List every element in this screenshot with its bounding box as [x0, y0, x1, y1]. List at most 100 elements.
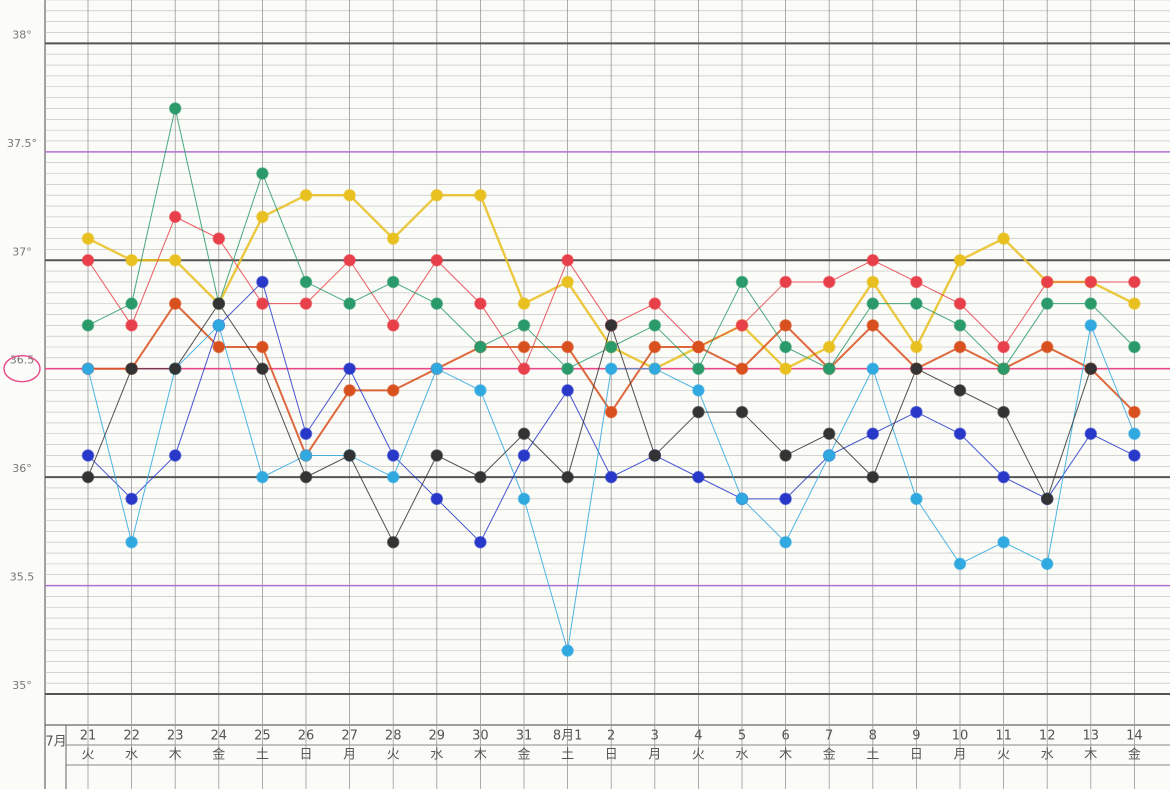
weekday-label: 土	[866, 748, 879, 763]
data-point	[519, 320, 530, 331]
data-point	[475, 342, 486, 353]
data-point	[955, 428, 966, 439]
data-point	[867, 276, 878, 287]
x-tick-label: 24	[211, 729, 228, 744]
x-tick-label: 4	[694, 729, 702, 744]
y-tick-label: 35.5	[10, 571, 35, 584]
data-point	[257, 342, 268, 353]
data-point	[911, 363, 922, 374]
data-point	[388, 276, 399, 287]
data-point	[911, 407, 922, 418]
data-point	[431, 298, 442, 309]
x-tick-label: 28	[385, 729, 402, 744]
data-point	[780, 493, 791, 504]
x-tick-label: 25	[254, 729, 271, 744]
data-point	[388, 385, 399, 396]
data-point	[126, 320, 137, 331]
data-point	[955, 298, 966, 309]
data-point	[1129, 450, 1140, 461]
data-point	[170, 363, 181, 374]
x-tick-label: 5	[738, 729, 746, 744]
data-point	[955, 255, 966, 266]
data-point	[1085, 320, 1096, 331]
data-point	[431, 363, 442, 374]
data-point	[1042, 298, 1053, 309]
weekday-label: 水	[430, 748, 443, 763]
data-point	[257, 298, 268, 309]
data-point	[606, 407, 617, 418]
x-tick-label: 21	[80, 729, 97, 744]
data-point	[693, 363, 704, 374]
data-point	[344, 190, 355, 201]
data-point	[867, 363, 878, 374]
data-point	[126, 493, 137, 504]
data-point	[955, 558, 966, 569]
weekday-label: 日	[910, 748, 923, 763]
data-point	[475, 385, 486, 396]
y-tick-label: 37.5°	[7, 137, 37, 150]
data-point	[257, 472, 268, 483]
data-point	[475, 472, 486, 483]
data-point	[344, 363, 355, 374]
data-point	[257, 168, 268, 179]
data-point	[824, 363, 835, 374]
data-point	[562, 363, 573, 374]
data-point	[824, 342, 835, 353]
x-tick-label: 14	[1126, 729, 1143, 744]
data-point	[606, 342, 617, 353]
weekday-label: 火	[997, 748, 1010, 763]
data-point	[824, 276, 835, 287]
data-point	[955, 342, 966, 353]
x-tick-label: 11	[995, 729, 1012, 744]
x-tick-label: 13	[1083, 729, 1100, 744]
x-tick-label: 31	[516, 729, 533, 744]
data-point	[431, 493, 442, 504]
weekday-label: 火	[692, 748, 705, 763]
data-point	[693, 407, 704, 418]
data-point	[562, 276, 573, 287]
x-tick-label: 3	[651, 729, 659, 744]
weekday-label: 火	[81, 748, 94, 763]
data-point	[213, 233, 224, 244]
data-point	[519, 342, 530, 353]
weekday-label: 土	[256, 748, 269, 763]
x-tick-label: 29	[429, 729, 446, 744]
weekday-label: 金	[212, 747, 225, 763]
weekday-label: 木	[1084, 748, 1097, 763]
data-point	[737, 407, 748, 418]
x-tick-label: 23	[167, 729, 184, 744]
data-point	[780, 320, 791, 331]
data-point	[344, 450, 355, 461]
data-point	[475, 537, 486, 548]
data-point	[998, 342, 1009, 353]
data-point	[867, 428, 878, 439]
weekday-label: 水	[1041, 748, 1054, 763]
data-point	[170, 255, 181, 266]
data-point	[955, 320, 966, 331]
data-point	[737, 493, 748, 504]
data-point	[83, 450, 94, 461]
data-point	[388, 233, 399, 244]
x-tick-label: 8月1	[553, 729, 583, 744]
data-point	[737, 363, 748, 374]
y-tick-label: 35°	[12, 679, 32, 692]
weekday-label: 金	[823, 747, 836, 763]
data-point	[170, 450, 181, 461]
data-point	[606, 363, 617, 374]
data-point	[475, 298, 486, 309]
data-point	[1042, 493, 1053, 504]
data-point	[693, 472, 704, 483]
data-point	[257, 211, 268, 222]
data-point	[1129, 342, 1140, 353]
x-tick-label: 12	[1039, 729, 1056, 744]
data-point	[213, 320, 224, 331]
data-point	[911, 298, 922, 309]
data-point	[257, 363, 268, 374]
data-point	[780, 537, 791, 548]
data-point	[301, 450, 312, 461]
data-point	[867, 298, 878, 309]
data-point	[1085, 276, 1096, 287]
data-point	[1042, 276, 1053, 287]
weekday-label: 月	[953, 748, 966, 763]
y-tick-label: 37°	[12, 245, 32, 258]
